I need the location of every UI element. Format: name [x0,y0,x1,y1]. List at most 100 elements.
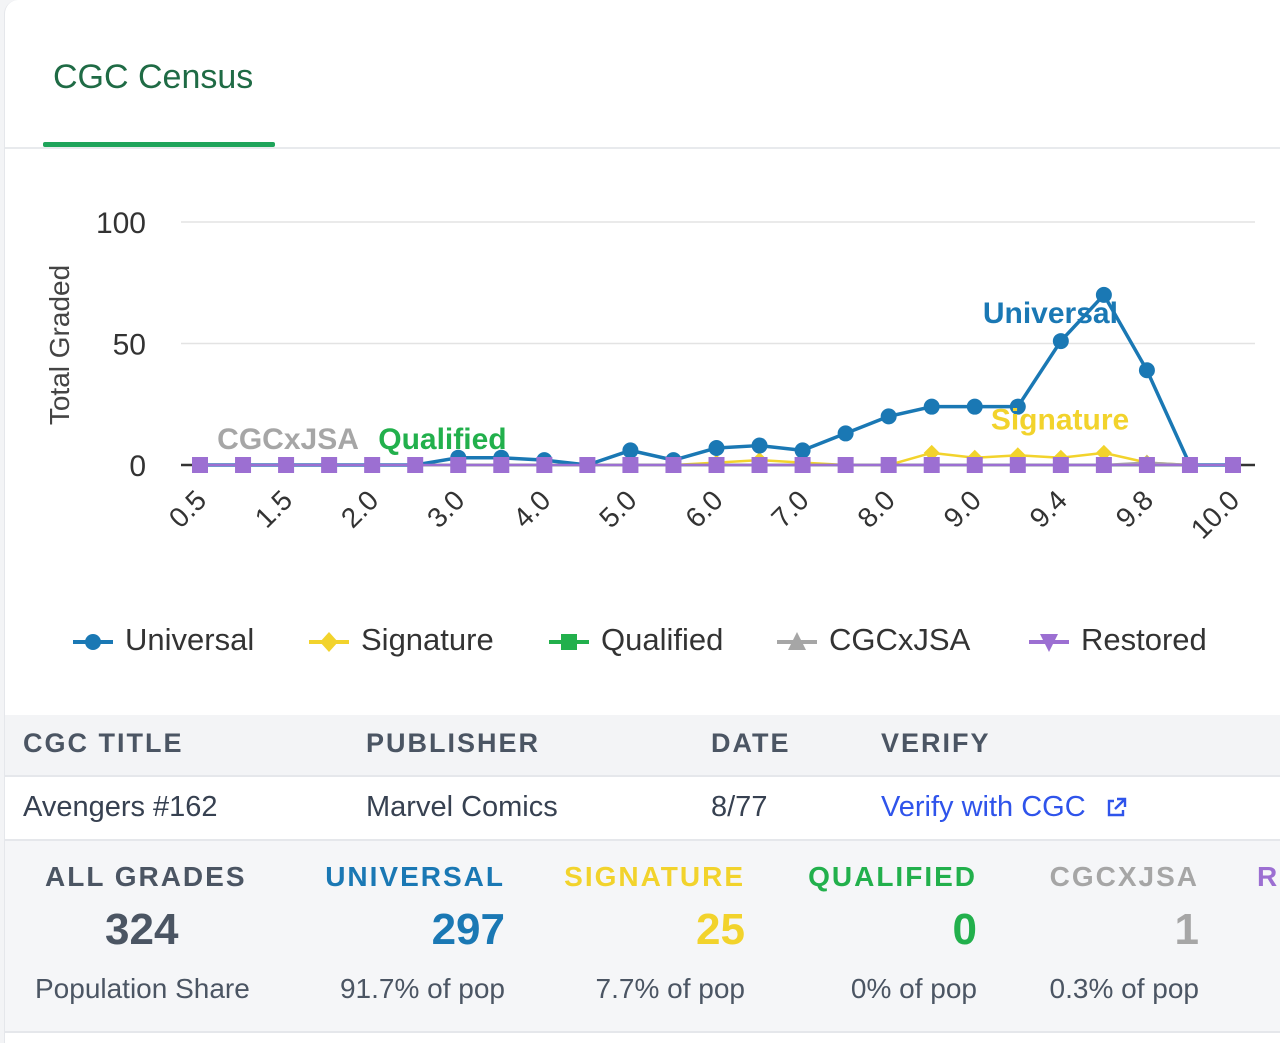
data-point [1225,457,1241,473]
legend-label: Universal [125,622,255,657]
tab-active-indicator [43,142,275,147]
stat-cgcxjsa: CGCXJSA 1 0.3% of pop [1015,841,1209,1031]
x-tick-label: 4.0 [507,484,556,533]
data-point [665,457,682,473]
x-tick-label: 6.0 [679,484,728,533]
data-point [1009,457,1026,473]
x-tick-label: 2.0 [335,484,384,533]
x-tick-label: 1.5 [249,484,298,533]
legend-item-cgcxjsa[interactable]: CGCxJSA [775,616,985,668]
data-point [1095,444,1112,461]
data-point [622,442,639,459]
data-point [923,457,940,473]
census-line-chart: 0 50 100 Total Graded 0.5 1.5 2.0 3.0 4.0 5.0 6.0 7… [44,207,1255,545]
series-annotation-cgcxjsa: CGCxJSA [217,423,359,456]
tab-label: CGC Census [53,58,254,96]
data-point [493,457,510,473]
data-point [579,457,596,473]
legend-label: Restored [1081,622,1207,657]
stat-label: CGCXJSA [1049,861,1199,892]
stat-sub: 0% of pop [850,973,977,1004]
stat-all-grades: ALL GRADES 324 Population Share [5,841,265,1031]
stat-value: 1 [1174,905,1199,954]
data-point [880,457,897,473]
cell-title: Avengers #162 [23,791,218,823]
stat-value: 297 [431,905,505,954]
legend-label: Signature [361,622,494,657]
stat-label: SIGNATURE [564,861,745,892]
data-point [708,439,725,456]
x-tick-label: 7.0 [765,484,814,533]
y-axis-label: Total Graded [44,265,75,425]
legend-label: Qualified [601,622,724,657]
data-point [794,442,811,459]
tab-bar: CGC Census [5,0,1280,149]
data-point [751,457,768,473]
data-point [966,398,983,415]
y-tick-label: 0 [129,450,146,483]
data-point [880,408,897,425]
stat-signature: SIGNATURE 25 7.7% of pop [545,841,755,1031]
data-point [794,457,811,473]
stat-value: 0 [952,905,977,954]
data-point [1052,457,1069,473]
data-point [923,398,940,415]
legend-signature-marker-icon [309,632,349,652]
x-tick-label: 5.0 [593,484,642,533]
data-point [364,457,381,473]
data-point [278,457,295,473]
data-point [1009,398,1026,415]
verify-with-cgc-link[interactable]: Verify with CGC [881,791,1128,824]
x-tick-label: 9.8 [1110,484,1159,533]
y-tick-label: 100 [96,207,146,240]
legend-label: CGCxJSA [829,622,971,657]
external-link-icon [1107,798,1126,817]
data-point [1138,457,1155,473]
x-tick-label: 3.0 [421,484,470,533]
data-point [1181,457,1198,473]
data-point [1095,457,1112,473]
legend-item-signature[interactable]: Signature [307,616,517,668]
header-date: DATE [711,728,791,758]
stat-sub: Population Share [35,973,250,1004]
grade-stats-bar: ALL GRADES 324 Population Share UNIVERSA… [5,841,1280,1033]
stat-label: ALL GRADES [45,861,247,892]
data-point [536,457,553,473]
chart-legend: Universal Signature Qualified CGCxJSA [71,616,1251,668]
data-point [966,457,983,473]
stat-sub: 0.3% of pop [1049,973,1199,1004]
y-tick-label: 50 [113,329,146,362]
header-verify: VERIFY [881,728,991,758]
x-tick-label: 9.4 [1024,484,1073,533]
stat-universal: UNIVERSAL 297 91.7% of pop [305,841,515,1031]
cell-publisher: Marvel Comics [366,791,558,823]
series-annotation-signature: Signature [991,404,1129,437]
data-point [1138,362,1155,379]
data-point [751,437,768,454]
stat-qualified: QUALIFIED 0 0% of pop [785,841,987,1031]
census-card: CGC Census 0 50 100 Total Graded 0.5 1.5 2.0 3.… [4,0,1280,1043]
stat-sub: 91.7% of pop [339,973,505,1004]
stat-restored: R [1257,841,1280,1031]
header-cgc-title: CGC TITLE [23,728,184,758]
x-tick-label: 8.0 [851,484,900,533]
series-annotation-qualified: Qualified [378,423,506,456]
series-annotation-universal: Universal [983,297,1118,330]
tab-cgc-census[interactable]: CGC Census [43,0,275,147]
data-point [1095,286,1112,303]
table-row: Avengers #162 Marvel Comics 8/77 Verify … [5,777,1280,841]
legend-qualified-marker-icon [549,634,589,650]
data-point [192,457,208,473]
legend-item-qualified[interactable]: Qualified [547,616,747,668]
legend-item-restored[interactable]: Restored [1027,616,1217,668]
stat-value: 324 [105,905,179,954]
cell-date: 8/77 [711,791,768,823]
legend-item-universal[interactable]: Universal [71,616,271,668]
legend-cgcxjsa-marker-icon [777,632,817,650]
data-point [622,457,639,473]
x-tick-label: 9.0 [938,484,987,533]
data-point [837,425,854,442]
x-tick-label: 10.0 [1185,484,1245,544]
data-point [1052,333,1069,350]
stat-label: UNIVERSAL [325,861,505,892]
